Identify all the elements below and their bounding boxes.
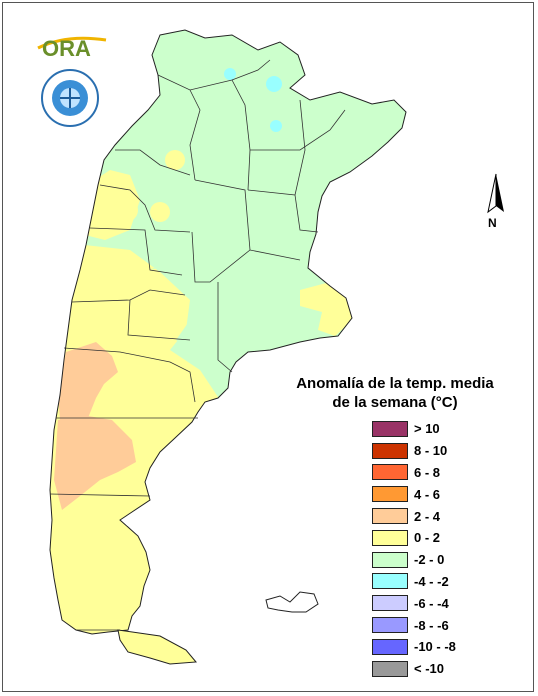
legend-swatch xyxy=(372,420,408,437)
legend-title: Anomalía de la temp. media de la semana … xyxy=(290,374,500,412)
legend-item: 0 - 2 xyxy=(372,527,512,549)
legend-item: -10 - -8 xyxy=(372,636,512,658)
legend-swatch xyxy=(372,595,408,612)
legend-label: 2 - 4 xyxy=(414,508,441,524)
legend-swatch xyxy=(372,573,408,590)
north-arrow-icon xyxy=(487,173,504,214)
legend-label: -6 - -4 xyxy=(414,595,449,611)
legend-label: -4 - -2 xyxy=(414,573,449,589)
legend-swatch xyxy=(372,617,408,634)
legend-item: -4 - -2 xyxy=(372,571,512,593)
province-borders xyxy=(49,29,407,635)
legend-swatch xyxy=(372,442,408,459)
legend-swatch xyxy=(372,638,408,655)
north-label: N xyxy=(488,216,497,230)
legend-label: 8 - 10 xyxy=(414,443,448,459)
ora-logo: ORA xyxy=(37,36,107,60)
legend-swatch xyxy=(372,464,408,481)
legend-item: > 10 xyxy=(372,418,512,440)
legend-swatch xyxy=(372,660,408,677)
legend-swatch xyxy=(372,529,408,546)
legend-label: < -10 xyxy=(414,661,444,677)
ora-logo-text: ORA xyxy=(42,36,91,60)
legend-swatch xyxy=(372,486,408,503)
smn-seal-icon xyxy=(41,69,99,127)
legend-label: -2 - 0 xyxy=(414,552,445,568)
legend-label: > 10 xyxy=(414,421,440,437)
legend: > 10 8 - 10 6 - 8 4 - 6 2 - 4 0 - 2 -2 -… xyxy=(372,418,512,680)
legend-item: 8 - 10 xyxy=(372,440,512,462)
legend-label: -8 - -6 xyxy=(414,617,449,633)
legend-item: -8 - -6 xyxy=(372,614,512,636)
legend-title-line2: de la semana (°C) xyxy=(332,394,458,411)
malvinas-islands xyxy=(265,591,319,613)
tierra-del-fuego xyxy=(117,629,198,665)
legend-item: < -10 xyxy=(372,658,512,680)
legend-item: 4 - 6 xyxy=(372,483,512,505)
legend-item: 6 - 8 xyxy=(372,462,512,484)
legend-label: -10 - -8 xyxy=(414,639,456,655)
legend-title-line1: Anomalía de la temp. media xyxy=(296,375,494,392)
legend-label: 0 - 2 xyxy=(414,530,441,546)
legend-label: 4 - 6 xyxy=(414,486,441,502)
legend-swatch xyxy=(372,551,408,568)
legend-item: -2 - 0 xyxy=(372,549,512,571)
legend-item: -6 - -4 xyxy=(372,592,512,614)
legend-item: 2 - 4 xyxy=(372,505,512,527)
legend-swatch xyxy=(372,508,408,525)
legend-label: 6 - 8 xyxy=(414,464,441,480)
